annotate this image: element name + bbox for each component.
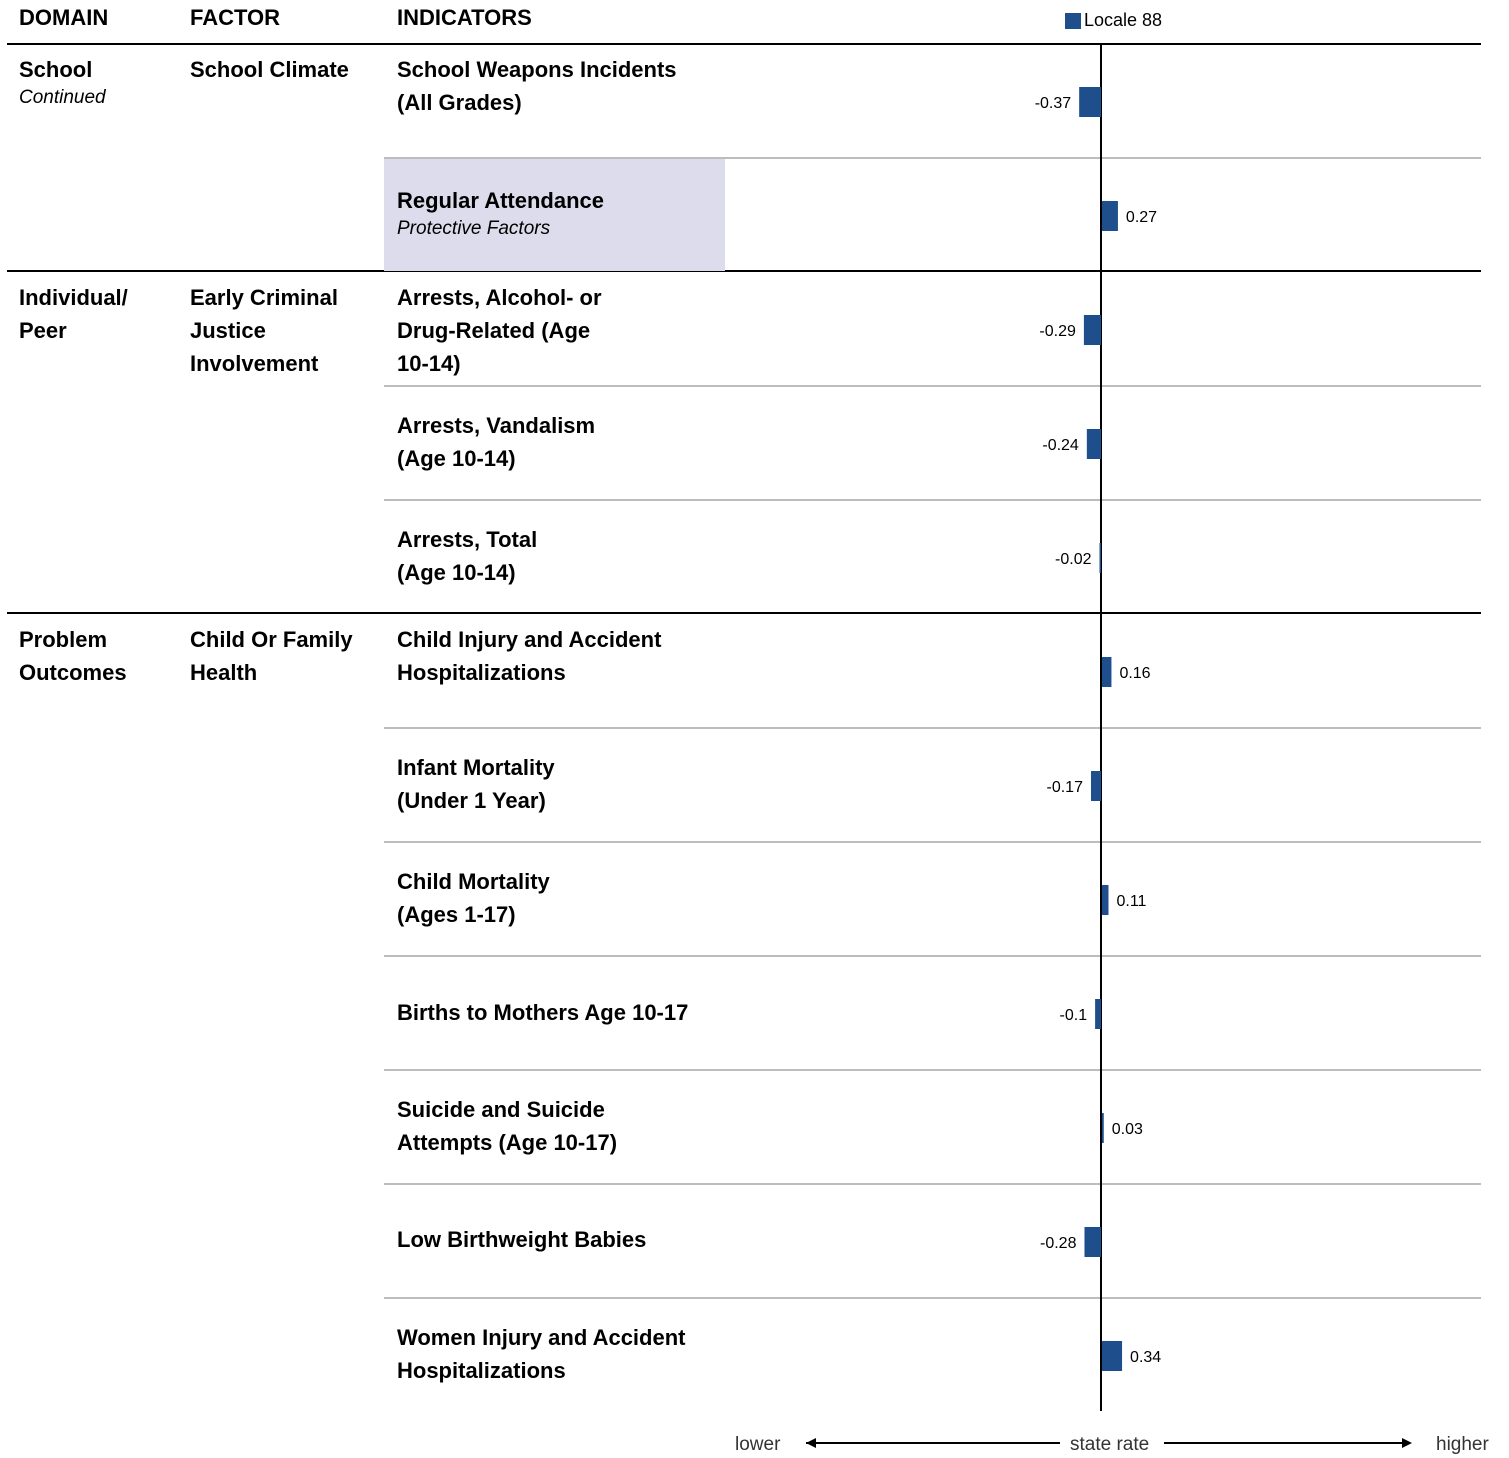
lower-arrow-head [806,1438,816,1448]
indicator-arrests-total: Arrests, Total (Age 10-14) [397,527,538,585]
row-rule [384,955,1481,957]
indicator-infant-mortality: Infant Mortality (Under 1 Year) [397,755,555,813]
factor-early-criminal: Early Criminal Justice Involvement [190,285,338,376]
indicator-arrests-vandalism: Arrests, Vandalism (Age 10-14) [397,413,596,471]
row-rule [384,1297,1481,1299]
protective-factor-highlight [384,159,725,271]
legend-swatch [1065,12,1081,29]
factor-school-climate: School Climate [190,57,349,82]
bar-value-label-2: -0.29 [1039,323,1076,340]
bar-value-label-9: 0.03 [1112,1121,1143,1138]
section-rule-individual [7,270,1481,272]
row-rule [384,1069,1481,1071]
domain-individual-peer: Individual/ Peer [19,285,128,343]
indicator-arrests-alcohol: Arrests, Alcohol- or Drug-Related (Age 1… [397,285,602,376]
bar-value-label-6: -0.17 [1047,779,1084,796]
bar-1 [1102,201,1118,231]
indicator-school-weapons: School Weapons Incidents (All Grades) [397,57,677,115]
bar-value-label-0: -0.37 [1035,95,1072,112]
header-domain: DOMAIN [19,5,109,30]
bar-6 [1090,771,1101,801]
domain-problem-outcomes: Problem Outcomes [19,627,127,685]
indicator-child-injury: Child Injury and Accident Hospitalizatio… [397,627,662,685]
bar-2 [1083,315,1101,345]
row-rule [384,727,1481,729]
bar-4 [1099,543,1101,573]
domain-school: School Continued [19,57,106,108]
bar-value-label-8: -0.1 [1060,1007,1088,1024]
bar-10 [1084,1227,1101,1257]
bar-0 [1079,87,1101,117]
indicator-child-mortality: Child Mortality (Ages 1-17) [397,869,550,927]
factor-child-family-health: Child Or Family Health [190,627,353,685]
bar-3 [1086,429,1101,459]
bar-8 [1095,999,1101,1029]
bar-value-label-4: -0.02 [1055,551,1092,568]
bar-7 [1102,885,1109,915]
bar-9 [1102,1113,1104,1143]
indicator-suicide: Suicide and Suicide Attempts (Age 10-17) [397,1097,618,1155]
row-rule [384,157,1481,159]
indicator-births-mothers: Births to Mothers Age 10-17 [397,1000,689,1025]
chart-legend: Locale 88 [1065,10,1162,31]
indicator-women-injury: Women Injury and Accident Hospitalizatio… [397,1325,686,1383]
bar-5 [1102,657,1112,687]
bar-value-label-7: 0.11 [1116,893,1146,910]
higher-arrow-head [1402,1438,1412,1448]
indicator-regular-attendance: Regular Attendance Protective Factors [397,184,727,241]
bar-11 [1102,1341,1123,1371]
row-rule [384,841,1481,843]
axis-center-label: state rate [1070,1434,1150,1455]
axis-higher-label: higher [1436,1434,1489,1455]
bar-value-label-1: 0.27 [1126,209,1157,226]
section-rule-problem [7,612,1481,614]
indicator-regular-attendance-note: Protective Factors [397,218,551,239]
axis-lower-label: lower [735,1434,781,1455]
header-rule [7,43,1481,45]
bar-value-label-5: 0.16 [1119,665,1150,682]
bar-value-label-3: -0.24 [1042,437,1079,454]
bar-value-label-10: -0.28 [1040,1235,1077,1252]
domain-school-note: Continued [19,87,106,108]
indicator-low-birthweight: Low Birthweight Babies [397,1227,647,1252]
legend-label: Locale 88 [1084,10,1163,30]
header-indicators: INDICATORS [397,5,532,30]
row-rule [384,499,1481,501]
row-rule [384,385,1481,387]
bar-value-label-11: 0.34 [1130,1349,1161,1366]
row-rule [384,1183,1481,1185]
header-factor: FACTOR [190,5,281,30]
